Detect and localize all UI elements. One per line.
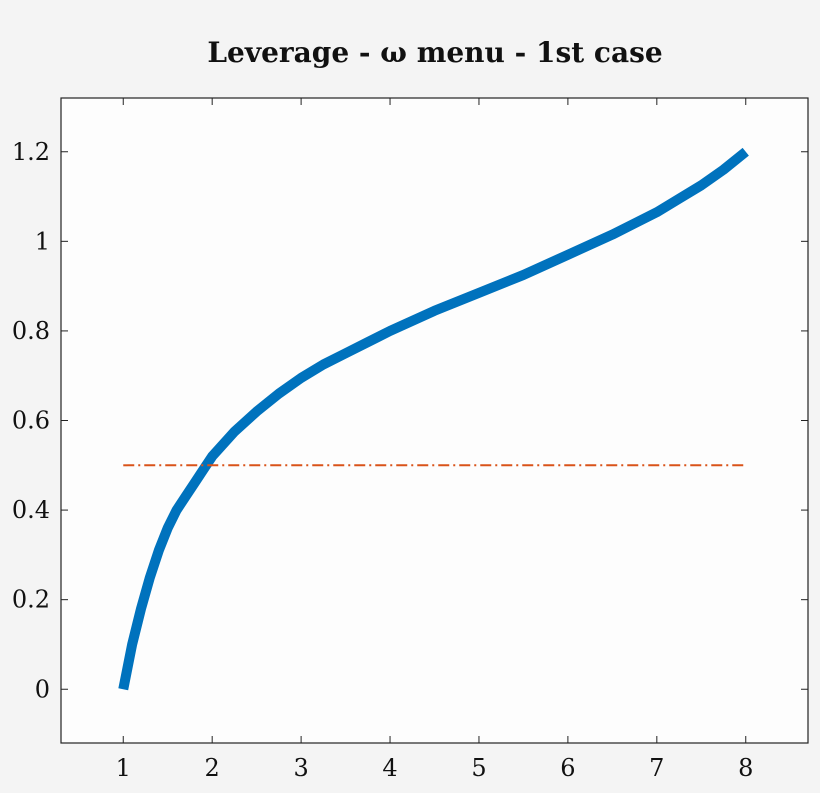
y-tick-label: 0.2 <box>12 586 50 614</box>
y-tick-label: 0 <box>35 675 50 703</box>
y-tick-label: 0.8 <box>12 317 50 345</box>
x-tick-label: 2 <box>205 754 220 782</box>
y-tick-label: 1 <box>35 227 50 255</box>
plot-area <box>61 98 808 743</box>
series-layer <box>118 147 749 691</box>
y-tick-label: 1.2 <box>12 138 50 166</box>
x-tick-label: 3 <box>293 754 308 782</box>
x-tick-label: 6 <box>560 754 575 782</box>
ticks-layer: 1 2 3 4 5 6 7 8 0 0.2 0.4 0.6 0.8 1 1.2 <box>12 98 808 782</box>
x-tick-label: 7 <box>649 754 664 782</box>
y-tick-label: 0.6 <box>12 407 50 435</box>
y-tick-label: 0.4 <box>12 496 50 524</box>
x-tick-label: 8 <box>738 754 753 782</box>
x-tick-label: 4 <box>382 754 397 782</box>
leverage-curve <box>118 147 749 691</box>
plot-frame <box>60 97 809 744</box>
x-tick-label: 1 <box>116 754 131 782</box>
chart-title: Leverage - ω menu - 1st case <box>207 36 662 69</box>
x-tick-label: 5 <box>471 754 486 782</box>
